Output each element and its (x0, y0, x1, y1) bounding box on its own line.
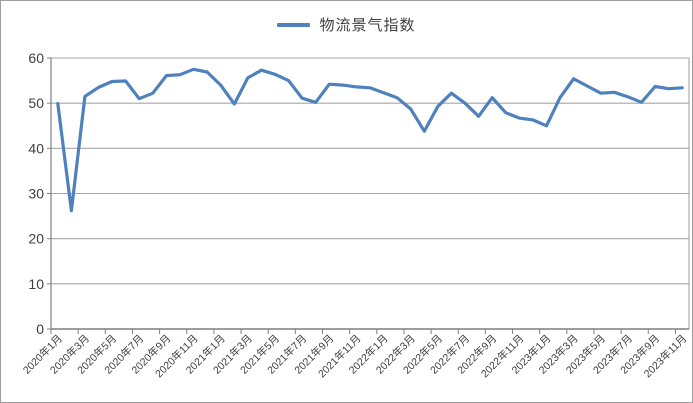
y-axis-label-50: 50 (28, 95, 44, 111)
legend-line-marker (277, 22, 311, 27)
legend-label: 物流景气指数 (319, 17, 416, 34)
y-axis-label-40: 40 (28, 140, 44, 156)
y-axis-label-10: 10 (28, 276, 44, 292)
series-line (56, 67, 684, 213)
chart-legend: 物流景气指数 (1, 14, 692, 35)
y-axis-label-0: 0 (36, 321, 44, 337)
y-axis-label-30: 30 (28, 186, 44, 202)
y-axis-label-60: 60 (28, 50, 44, 66)
y-axis-label-20: 20 (28, 231, 44, 247)
